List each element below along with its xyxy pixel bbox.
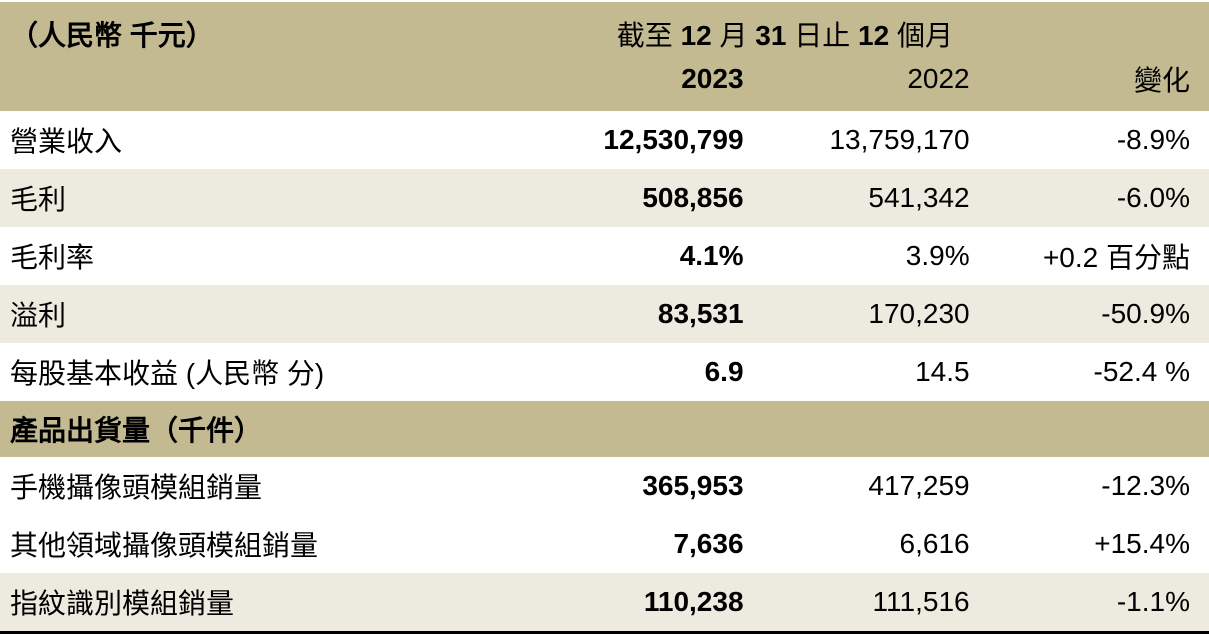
value-change: -8.9% [1116,124,1190,155]
header-row-period: （人民幣 千元） 截至 12 月 31 日止 12 個月 [0,2,1209,59]
value-2022: 3.9% [905,240,970,271]
table-row-gross-margin: 毛利率 4.1% 3.9% +0.2 百分點 [0,227,1209,285]
value-2022: 6,616 [899,528,970,559]
value-2023: 12,530,799 [603,124,744,155]
value-2023: 7,636 [673,528,744,559]
value-2022: 13,759,170 [829,124,970,155]
table-row-eps: 每股基本收益 (人民幣 分) 6.9 14.5 -52.4 % [0,343,1209,401]
section-header-shipments: 產品出貨量（千件） [0,401,1209,457]
section-header-label: 產品出貨量（千件） [0,401,1209,457]
period-header: 截至 12 月 31 日止 12 個月 [559,2,1209,59]
table-row-profit: 溢利 83,531 170,230 -50.9% [0,285,1209,343]
row-label: 毛利率 [10,242,95,273]
value-change: -52.4 % [1093,356,1191,387]
period-seg: 月 [719,20,748,51]
value-2022: 14.5 [915,356,970,387]
period-seg: 截至 [616,20,673,51]
period-seg: 個月 [896,20,953,51]
table-row-revenue: 營業收入 12,530,799 13,759,170 -8.9% [0,111,1209,169]
column-header-change: 變化 [969,59,1209,111]
period-num: 12 [680,20,712,51]
header-row-years: 2023 2022 變化 [0,59,1209,111]
value-2023: 83,531 [559,285,744,343]
value-change: -50.9% [969,285,1209,343]
value-2022: 111,516 [743,573,970,633]
column-header-2023: 2023 [559,59,744,111]
table-row-phone-camera-modules: 手機攝像頭模組銷量 365,953 417,259 -12.3% [0,457,1209,515]
row-label: 營業收入 [10,126,123,157]
value-change: +15.4% [1094,528,1190,559]
period-seg: 日止 [794,20,851,51]
value-change: +0.2 百分點 [1042,242,1190,273]
period-num: 12 [858,20,890,51]
currency-unit-label: （人民幣 千元） [0,2,560,59]
value-2022: 417,259 [868,470,970,501]
value-2023: 508,856 [559,169,744,227]
header-spacer [0,59,560,111]
value-2023: 365,953 [642,470,744,501]
value-change: -1.1% [969,573,1209,633]
value-2023: 110,238 [559,573,744,633]
row-label: 其他領域攝像頭模組銷量 [10,530,319,561]
row-label: 每股基本收益 (人民幣 分) [10,358,325,389]
value-2023: 6.9 [704,356,744,387]
row-label: 手機攝像頭模組銷量 [10,472,263,503]
value-change: -12.3% [1101,470,1190,501]
period-num: 31 [755,20,787,51]
value-change: -6.0% [969,169,1209,227]
row-label: 毛利 [0,169,560,227]
value-2022: 541,342 [743,169,970,227]
column-header-2022: 2022 [743,59,970,111]
table-row-fingerprint-modules: 指紋識別模組銷量 110,238 111,516 -1.1% [0,573,1209,633]
table-row-other-camera-modules: 其他領域攝像頭模組銷量 7,636 6,616 +15.4% [0,515,1209,573]
table-row-gross-profit: 毛利 508,856 541,342 -6.0% [0,169,1209,227]
row-label: 溢利 [0,285,560,343]
value-2023: 4.1% [679,240,744,271]
value-2022: 170,230 [743,285,970,343]
row-label: 指紋識別模組銷量 [0,573,560,633]
